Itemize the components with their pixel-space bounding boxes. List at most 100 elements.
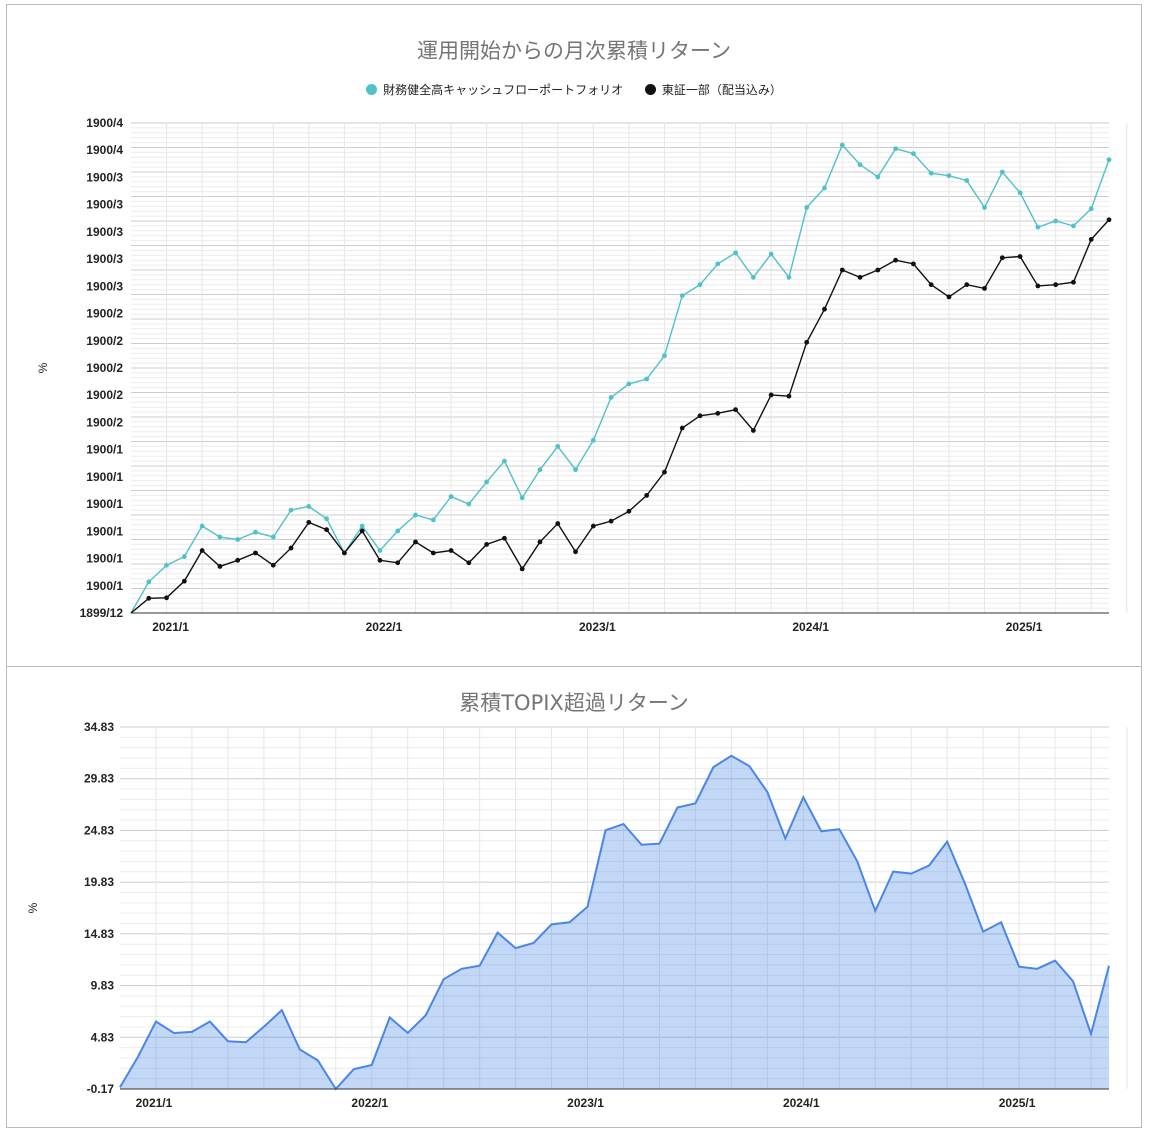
data-point (1017, 254, 1023, 259)
data-point (466, 560, 472, 566)
y-tick-label: 1899/12 (80, 606, 124, 620)
y-tick-label: 1900/1 (86, 470, 123, 484)
data-point (484, 542, 490, 547)
data-point (875, 267, 881, 273)
data-point (626, 508, 632, 514)
data-point (377, 548, 383, 553)
y-tick-label: 1900/2 (86, 307, 123, 321)
data-point (537, 467, 543, 473)
data-point (1106, 217, 1112, 223)
data-point (181, 578, 187, 584)
data-point (502, 535, 507, 541)
x-tick-label: 2024/1 (783, 1096, 820, 1110)
legend-dot-icon (366, 84, 378, 95)
data-point (733, 250, 738, 256)
data-point (644, 376, 650, 382)
chart-legend: 財務健全高キャッシュフローポートフォリオ 東証一部（配当込み） (7, 81, 1141, 98)
y-tick-label: 1900/1 (86, 443, 123, 457)
data-point (804, 339, 810, 345)
data-point (324, 527, 329, 533)
area-line (119, 754, 1110, 1091)
data-point (946, 294, 952, 300)
data-point (270, 562, 276, 568)
data-point (573, 467, 578, 473)
x-tick-label: 2023/1 (567, 1096, 604, 1110)
data-point (448, 548, 454, 553)
y-tick-label: 1900/2 (86, 334, 123, 348)
x-tick-label: 2025/1 (999, 1096, 1036, 1110)
y-axis-label: % (26, 902, 40, 913)
y-tick-label: 14.83 (84, 927, 114, 941)
data-point (626, 381, 632, 387)
y-tick-label: 1900/4 (86, 143, 123, 157)
data-point (288, 507, 294, 513)
y-tick-label: 1900/4 (86, 116, 123, 130)
x-tick-label: 2021/1 (152, 620, 189, 634)
data-point (875, 174, 881, 180)
data-point (697, 282, 703, 288)
data-point (911, 261, 916, 267)
series-line-0 (130, 143, 1110, 614)
data-point (1106, 157, 1112, 163)
y-tick-label: 19.83 (84, 875, 114, 889)
data-point (217, 534, 223, 540)
data-point (822, 306, 827, 312)
y-tick-label: 1900/3 (86, 170, 123, 184)
data-point (644, 493, 650, 498)
legend-item-topix[interactable]: 東証一部（配当込み） (644, 81, 782, 98)
chart-title: 累積TOPIX超過リターン (459, 691, 689, 715)
y-axis-label: % (36, 362, 50, 373)
data-point (928, 170, 934, 176)
legend-label: 東証一部（配当込み） (661, 83, 782, 97)
x-tick-label: 2023/1 (579, 620, 616, 634)
y-tick-label: 1900/3 (86, 225, 123, 239)
y-tick-label: 1900/2 (86, 361, 123, 375)
y-tick-label: 1900/1 (86, 524, 123, 538)
y-tick-label: -0.17 (87, 1082, 115, 1096)
data-point (235, 537, 241, 542)
data-point (715, 410, 721, 416)
data-point (359, 523, 365, 529)
data-point (768, 392, 774, 398)
legend-item-portfolio[interactable]: 財務健全高キャッシュフローポートフォリオ (366, 81, 623, 98)
data-point (679, 425, 685, 431)
area-chart-plot: -0.17 4.83 9.83 14.83 19.83 24.83 29.83 34.83 20… (26, 720, 1128, 1110)
y-tick-label: 9.83 (91, 979, 115, 993)
data-point (253, 529, 258, 535)
data-point (146, 579, 152, 585)
data-point (946, 173, 952, 179)
data-point (519, 566, 525, 572)
data-point (484, 479, 490, 485)
data-point (217, 564, 223, 569)
data-point (270, 534, 276, 540)
data-point (341, 550, 347, 556)
data-point (697, 413, 703, 419)
data-point (964, 178, 970, 183)
data-point (999, 255, 1005, 261)
legend-dot-icon (644, 84, 656, 95)
data-point (608, 395, 614, 400)
data-point (413, 539, 418, 545)
y-tick-label: 1900/1 (86, 552, 123, 566)
series-line-1 (130, 219, 1110, 614)
data-point (377, 557, 383, 563)
y-tick-label: 1900/2 (86, 415, 123, 429)
y-tick-label: 24.83 (84, 823, 114, 837)
data-point (1035, 283, 1041, 289)
data-point (1088, 206, 1094, 212)
data-point (750, 274, 756, 280)
data-point (306, 504, 312, 509)
data-point (555, 444, 561, 449)
data-point (235, 557, 241, 563)
data-point (519, 495, 525, 501)
data-point (164, 595, 169, 601)
data-point (288, 545, 294, 551)
x-tick-label: 2021/1 (136, 1096, 173, 1110)
data-point (466, 501, 472, 507)
data-point (982, 285, 987, 291)
data-point (590, 437, 596, 443)
data-point (555, 521, 561, 526)
data-point (1071, 279, 1076, 285)
x-tick-label: 2022/1 (351, 1096, 388, 1110)
data-point (911, 151, 916, 157)
